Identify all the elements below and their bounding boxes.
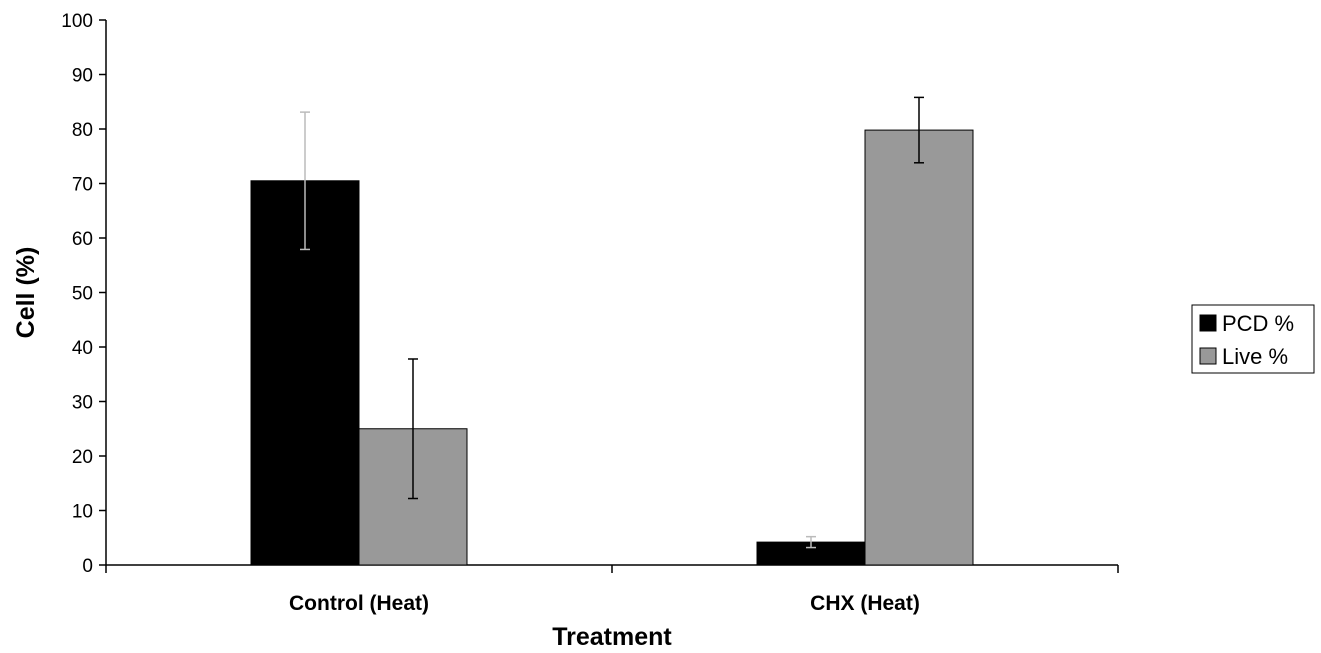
y-tick-label: 50 <box>72 284 93 305</box>
y-tick-label: 40 <box>72 338 93 359</box>
bar-live <box>864 129 974 566</box>
y-tick-label: 70 <box>72 175 93 196</box>
legend-label: Live % <box>1222 344 1288 369</box>
category-labels: Control (Heat) CHX (Heat) <box>289 592 920 615</box>
x-axis-title: Treatment <box>552 623 672 648</box>
y-tick-label: 30 <box>72 393 93 414</box>
legend-swatch <box>1199 347 1217 365</box>
legend-label: PCD % <box>1222 311 1294 336</box>
y-tick-label: 0 <box>82 556 93 577</box>
y-tick-label: 60 <box>72 229 93 250</box>
error-bars <box>300 96 924 549</box>
bars <box>250 129 974 566</box>
legend-swatch <box>1199 314 1217 332</box>
x-ticks <box>105 565 1119 573</box>
y-ticks: 0 10 20 30 40 50 60 70 80 90 100 <box>61 11 106 577</box>
x-tick-label: CHX (Heat) <box>810 592 920 615</box>
y-tick-label: 100 <box>61 11 93 32</box>
legend: PCD % Live % <box>1191 304 1315 374</box>
y-tick-label: 10 <box>72 502 93 523</box>
y-axis-title: Cell (%) <box>12 247 40 339</box>
y-tick-label: 80 <box>72 120 93 141</box>
y-tick-label: 20 <box>72 447 93 468</box>
y-tick-label: 90 <box>72 66 93 87</box>
x-tick-label: Control (Heat) <box>289 592 429 615</box>
